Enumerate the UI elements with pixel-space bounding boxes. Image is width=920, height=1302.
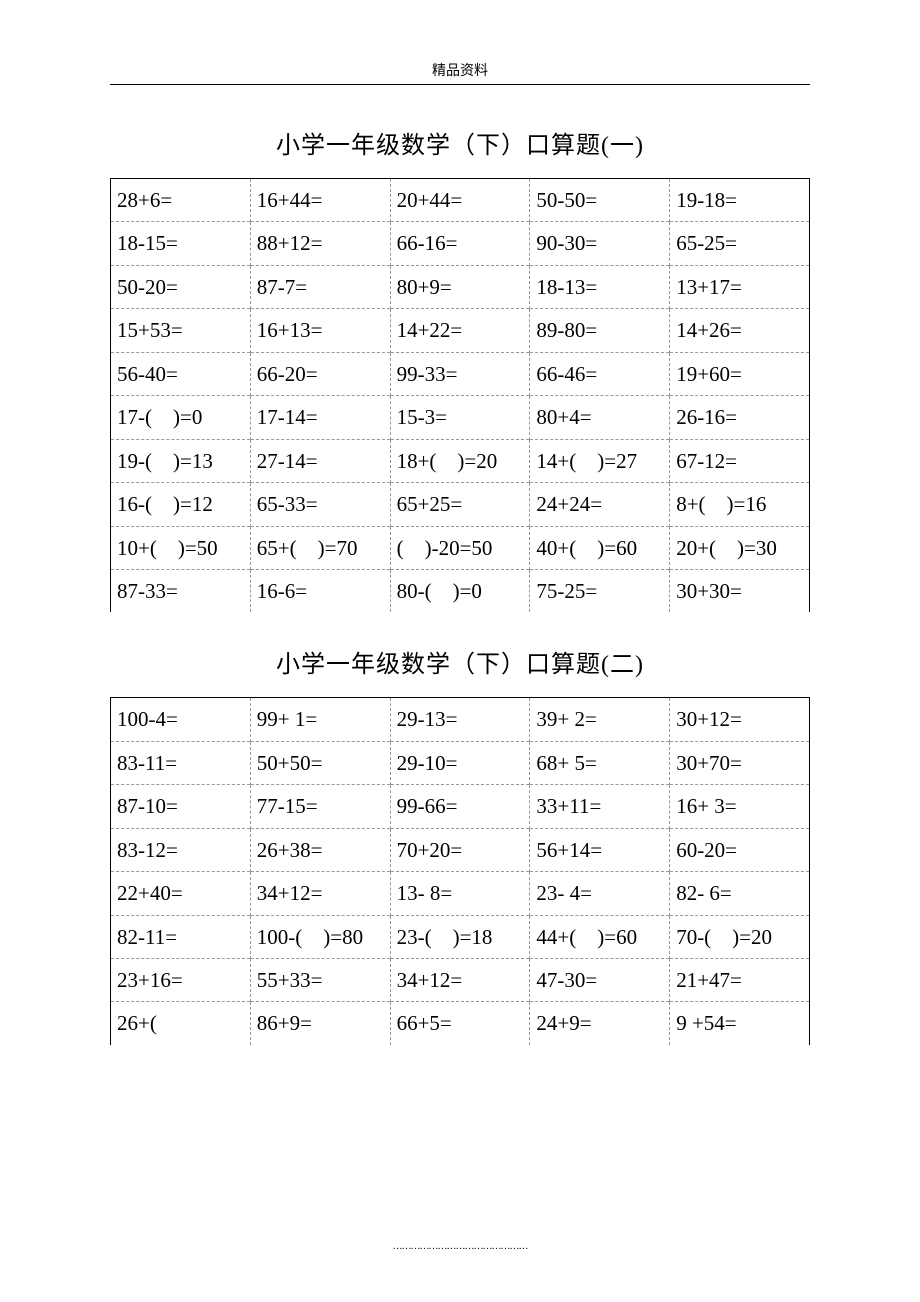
math-cell: 100-4=	[111, 698, 251, 741]
math-cell: 66+5=	[390, 1002, 530, 1045]
math-cell: 83-12=	[111, 828, 251, 871]
math-cell: 15+53=	[111, 309, 251, 352]
math-cell: 18-15=	[111, 222, 251, 265]
math-cell: 68+ 5=	[530, 741, 670, 784]
math-cell: 66-16=	[390, 222, 530, 265]
math-cell: 66-20=	[250, 352, 390, 395]
math-cell: 90-30=	[530, 222, 670, 265]
math-cell: 86+9=	[250, 1002, 390, 1045]
math-cell: 18+( )=20	[390, 439, 530, 482]
math-cell: 18-13=	[530, 265, 670, 308]
math-cell: 16+13=	[250, 309, 390, 352]
math-cell: 17-( )=0	[111, 396, 251, 439]
math-cell: 26+(	[111, 1002, 251, 1045]
math-cell: 10+( )=50	[111, 526, 251, 569]
math-cell: 8+( )=16	[670, 483, 810, 526]
math-cell: 60-20=	[670, 828, 810, 871]
math-cell: 9 +54=	[670, 1002, 810, 1045]
math-cell: 20+44=	[390, 179, 530, 222]
math-cell: 14+( )=27	[530, 439, 670, 482]
math-cell: 39+ 2=	[530, 698, 670, 741]
math-cell: 77-15=	[250, 785, 390, 828]
math-cell: 16+ 3=	[670, 785, 810, 828]
math-cell: 26+38=	[250, 828, 390, 871]
section1-title: 小学一年级数学（下）口算题(一)	[110, 125, 810, 160]
math-cell: 23- 4=	[530, 872, 670, 915]
header-underline	[110, 84, 810, 85]
math-cell: 28+6=	[111, 179, 251, 222]
math-cell: 87-33=	[111, 569, 251, 612]
math-cell: 34+12=	[390, 959, 530, 1002]
math-cell: 44+( )=60	[530, 915, 670, 958]
math-cell: 33+11=	[530, 785, 670, 828]
math-cell: 29-13=	[390, 698, 530, 741]
math-cell: 23-( )=18	[390, 915, 530, 958]
math-cell: 22+40=	[111, 872, 251, 915]
math-cell: 100-( )=80	[250, 915, 390, 958]
math-cell: 16-6=	[250, 569, 390, 612]
math-cell: 99-66=	[390, 785, 530, 828]
math-cell: 50-20=	[111, 265, 251, 308]
math-cell: 30+12=	[670, 698, 810, 741]
math-cell: 75-25=	[530, 569, 670, 612]
math-cell: 65-25=	[670, 222, 810, 265]
math-cell: 50+50=	[250, 741, 390, 784]
math-cell: 89-80=	[530, 309, 670, 352]
math-cell: ( )-20=50	[390, 526, 530, 569]
header-label: 精品资料	[110, 60, 810, 80]
math-cell: 99+ 1=	[250, 698, 390, 741]
math-cell: 13+17=	[670, 265, 810, 308]
math-cell: 24+9=	[530, 1002, 670, 1045]
math-cell: 83-11=	[111, 741, 251, 784]
math-cell: 82- 6=	[670, 872, 810, 915]
math-cell: 65+( )=70	[250, 526, 390, 569]
math-cell: 15-3=	[390, 396, 530, 439]
math-cell: 88+12=	[250, 222, 390, 265]
math-cell: 70+20=	[390, 828, 530, 871]
math-table-1: 28+6=16+44=20+44=50-50=19-18= 18-15=88+12…	[110, 178, 810, 612]
math-cell: 30+30=	[670, 569, 810, 612]
math-cell: 16-( )=12	[111, 483, 251, 526]
math-cell: 13- 8=	[390, 872, 530, 915]
math-table-2: 100-4=99+ 1=29-13=39+ 2=30+12= 83-11=50+5…	[110, 697, 810, 1045]
math-cell: 56+14=	[530, 828, 670, 871]
math-cell: 30+70=	[670, 741, 810, 784]
math-cell: 67-12=	[670, 439, 810, 482]
math-cell: 14+22=	[390, 309, 530, 352]
math-cell: 65+25=	[390, 483, 530, 526]
math-cell: 40+( )=60	[530, 526, 670, 569]
section2-title: 小学一年级数学（下）口算题(二)	[110, 644, 810, 679]
math-cell: 56-40=	[111, 352, 251, 395]
math-cell: 14+26=	[670, 309, 810, 352]
math-cell: 66-46=	[530, 352, 670, 395]
math-cell: 29-10=	[390, 741, 530, 784]
math-cell: 87-7=	[250, 265, 390, 308]
math-cell: 55+33=	[250, 959, 390, 1002]
math-cell: 65-33=	[250, 483, 390, 526]
math-cell: 19+60=	[670, 352, 810, 395]
math-cell: 16+44=	[250, 179, 390, 222]
math-cell: 20+( )=30	[670, 526, 810, 569]
math-cell: 21+47=	[670, 959, 810, 1002]
math-cell: 50-50=	[530, 179, 670, 222]
math-cell: 24+24=	[530, 483, 670, 526]
math-cell: 82-11=	[111, 915, 251, 958]
math-cell: 27-14=	[250, 439, 390, 482]
math-cell: 80+9=	[390, 265, 530, 308]
math-cell: 87-10=	[111, 785, 251, 828]
math-cell: 70-( )=20	[670, 915, 810, 958]
math-cell: 34+12=	[250, 872, 390, 915]
math-cell: 80-( )=0	[390, 569, 530, 612]
math-cell: 17-14=	[250, 396, 390, 439]
math-cell: 23+16=	[111, 959, 251, 1002]
math-cell: 80+4=	[530, 396, 670, 439]
math-cell: 47-30=	[530, 959, 670, 1002]
math-cell: 99-33=	[390, 352, 530, 395]
math-cell: 26-16=	[670, 396, 810, 439]
math-cell: 19-( )=13	[111, 439, 251, 482]
footer-dots: ………………………………………	[393, 1241, 528, 1252]
math-cell: 19-18=	[670, 179, 810, 222]
